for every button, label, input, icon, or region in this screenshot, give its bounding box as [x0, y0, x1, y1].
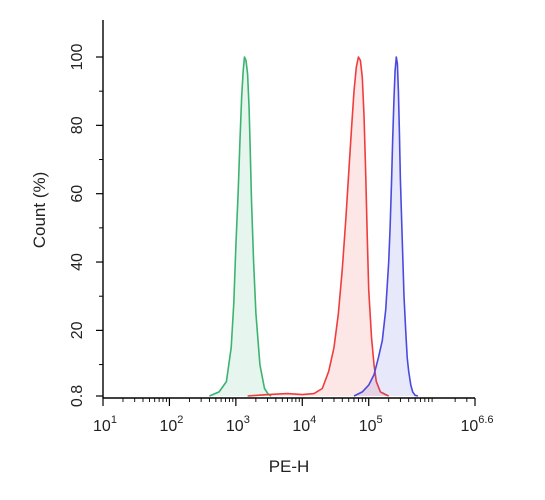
series-2-fill — [247, 57, 389, 396]
series-1-line — [209, 56, 272, 397]
x-axis-label: PE-H — [269, 457, 310, 476]
plot-area — [103, 20, 475, 398]
y-axis-label: Count (%) — [30, 172, 49, 249]
x-tick-label: 102 — [159, 414, 183, 435]
y-tick-label: 80 — [69, 116, 86, 134]
series-layer — [209, 56, 419, 397]
y-tick-label: 40 — [69, 253, 86, 271]
series-2-line — [247, 56, 390, 397]
x-tick-label: 105 — [359, 414, 383, 435]
y-tick-label: 60 — [69, 185, 86, 203]
x-tick-label: 101 — [93, 414, 117, 435]
series-3-line — [353, 56, 419, 397]
axes-layer — [102, 20, 475, 399]
series-3-fill — [354, 57, 418, 396]
y-tick-label: 100 — [69, 44, 86, 71]
x-tick-label: 103 — [226, 414, 250, 435]
x-tick-label: 104 — [292, 414, 316, 435]
y-tick-label: 0.8 — [69, 385, 86, 407]
y-tick-label: 20 — [69, 321, 86, 339]
labels-layer: 0.8 20 40 60 80 100 101 102 103 104 105 106.6 — [69, 44, 494, 435]
x-tick-label: 106.6 — [460, 414, 493, 435]
ticks-layer — [96, 56, 476, 406]
